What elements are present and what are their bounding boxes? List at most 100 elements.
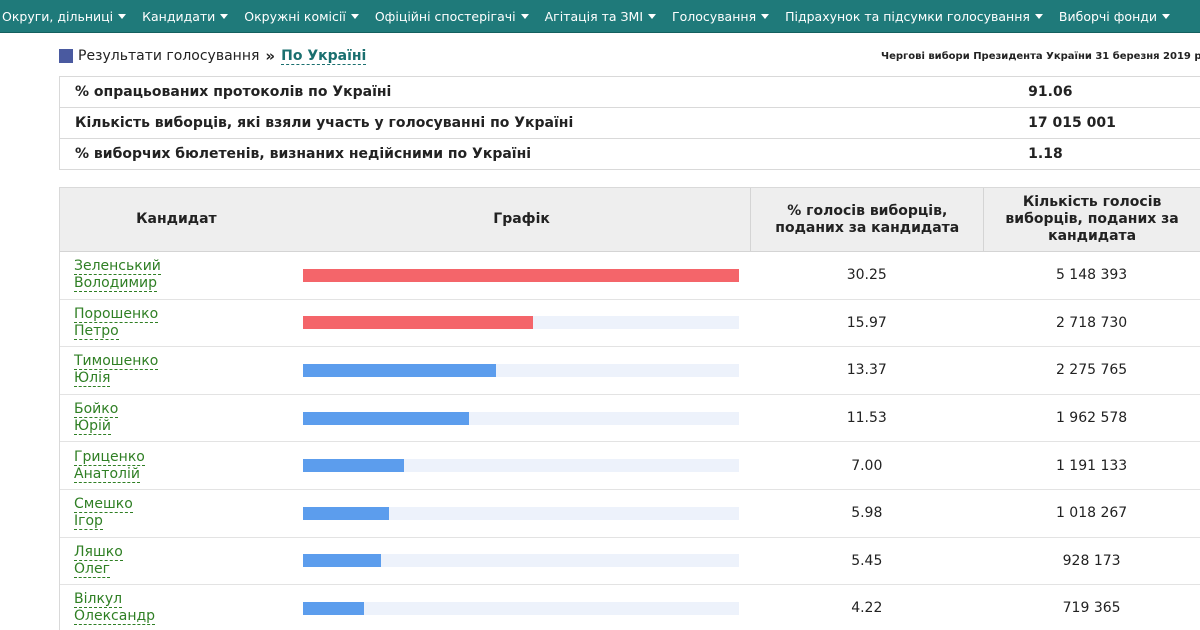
chevron-down-icon	[761, 14, 770, 19]
candidate-surname-link[interactable]: Тимошенко	[74, 353, 159, 371]
graph-cell	[293, 316, 751, 330]
summary-table: % опрацьованих протоколів по Україні 91.…	[59, 76, 1200, 170]
percent-cell: 7.00	[851, 457, 883, 474]
candidate-cell: Гриценко Анатолій	[60, 449, 293, 483]
candidate-surname-link[interactable]: Вілкул	[74, 591, 123, 609]
graph-cell	[293, 459, 751, 473]
breadcrumb: Результати голосування » По Україні	[59, 46, 367, 66]
bar-track	[302, 268, 739, 282]
top-navigation: Округи, дільниці Кандидати Окружні коміс…	[0, 0, 1200, 33]
breadcrumb-results[interactable]: Результати голосування	[78, 48, 260, 64]
candidate-cell: Зеленський Володимир	[60, 258, 293, 293]
nav-item-label: Офіційні спостерігачі	[374, 8, 516, 24]
graph-cell	[293, 411, 751, 425]
summary-value: 17 015 001	[1028, 115, 1116, 131]
breadcrumb-separator: »	[265, 47, 276, 65]
percent-cell: 30.25	[846, 267, 887, 284]
nav-item-districts[interactable]: Округи, дільниці	[0, 0, 134, 32]
nav-item-voting[interactable]: Голосування	[664, 0, 777, 32]
election-title: Черговi вибори Президента України 31 бер…	[881, 51, 1200, 62]
chevron-down-icon	[1162, 14, 1171, 19]
candidate-name-link[interactable]: Ігор	[74, 513, 103, 531]
candidate-cell: Ляшко Олег	[60, 544, 293, 578]
chevron-down-icon	[350, 14, 359, 19]
votes-cell: 2 718 730	[1055, 314, 1128, 331]
candidate-cell: Бойко Юрій	[60, 401, 293, 436]
candidate-name-link[interactable]: Анатолій	[74, 465, 140, 483]
candidate-cell: Порошенко Петро	[60, 306, 293, 340]
result-bar	[302, 316, 533, 330]
votes-cell: 1 962 578	[1055, 410, 1128, 427]
percent-cell: 5.98	[851, 505, 883, 522]
votes-cell: 5 148 393	[1055, 267, 1128, 284]
nav-item-campaigning-media[interactable]: Агітація та ЗМІ	[537, 0, 664, 32]
candidate-surname-link[interactable]: Гриценко	[74, 448, 145, 466]
result-bar	[302, 506, 390, 520]
column-header-votes: Кількість голосів виборців, поданих за к…	[983, 188, 1200, 251]
candidate-name-link[interactable]: Юлія	[74, 370, 111, 388]
votes-cell: 1 018 267	[1055, 505, 1128, 522]
candidate-name-link[interactable]: Олександр	[74, 608, 156, 626]
candidate-name-link[interactable]: Володимир	[74, 275, 158, 293]
graph-cell	[293, 601, 751, 615]
percent-cell: 13.37	[846, 362, 887, 379]
bar-track	[302, 459, 739, 473]
result-bar	[302, 601, 364, 615]
nav-item-election-funds[interactable]: Виборчі фонди	[1051, 0, 1178, 32]
votes-cell: 1 191 133	[1055, 457, 1128, 474]
summary-value: 1.18	[1028, 146, 1063, 162]
chevron-down-icon	[520, 14, 529, 19]
summary-label: Кількість виборців, які взяли участь у г…	[75, 115, 574, 131]
candidate-cell: Смешко Ігор	[60, 496, 293, 531]
summary-row: Кількість виборців, які взяли участь у г…	[59, 108, 1200, 139]
chevron-down-icon	[220, 14, 229, 19]
result-bar	[302, 411, 469, 425]
result-bar	[302, 459, 404, 473]
column-header-percent: % голосів виборців, поданих за кандидата	[750, 188, 983, 251]
percent-cell: 15.97	[846, 314, 887, 331]
summary-label: % виборчих бюлетенів, визнаних недійсним…	[75, 146, 532, 162]
summary-row: % виборчих бюлетенів, визнаних недійсним…	[59, 139, 1200, 170]
result-bar	[302, 363, 496, 377]
summary-row: % опрацьованих протоколів по Україні 91.…	[59, 77, 1200, 108]
candidate-surname-link[interactable]: Зеленський	[74, 258, 161, 276]
graph-cell	[293, 363, 751, 377]
square-bullet-icon	[59, 49, 73, 63]
nav-item-label: Кандидати	[142, 8, 216, 24]
candidate-surname-link[interactable]: Ляшко	[74, 543, 123, 561]
candidate-surname-link[interactable]: Порошенко	[74, 305, 159, 323]
graph-cell	[293, 506, 751, 520]
nav-item-label: Виборчі фонди	[1058, 8, 1158, 24]
result-bar	[302, 268, 739, 282]
nav-item-candidates[interactable]: Кандидати	[134, 0, 236, 32]
candidate-name-link[interactable]: Юрій	[74, 418, 111, 436]
graph-cell	[293, 268, 751, 282]
candidate-surname-link[interactable]: Смешко	[74, 496, 133, 514]
votes-cell: 928 173	[1062, 552, 1121, 569]
summary-value: 91.06	[1028, 84, 1073, 100]
percent-cell: 5.45	[851, 552, 883, 569]
chevron-down-icon	[118, 14, 127, 19]
candidate-surname-link[interactable]: Бойко	[74, 401, 119, 419]
table-row: Ляшко Олег 5.45 928 173	[60, 538, 1200, 586]
votes-cell: 2 275 765	[1055, 362, 1128, 379]
result-bar	[302, 554, 382, 568]
nav-item-district-commissions[interactable]: Окружні комісії	[236, 0, 367, 32]
table-row: Порошенко Петро 15.97 2 718 730	[60, 300, 1200, 348]
percent-cell: 4.22	[851, 600, 883, 617]
candidate-name-link[interactable]: Олег	[74, 560, 110, 578]
bar-track	[302, 411, 739, 425]
column-header-votes-text: Кількість голосів виборців, поданих за к…	[1005, 194, 1179, 244]
bar-track	[302, 554, 739, 568]
summary-label: % опрацьованих протоколів по Україні	[75, 84, 392, 100]
results-table: Кандидат Графік % голосів виборців, пода…	[59, 187, 1200, 630]
column-header-graph: Графік	[493, 211, 550, 227]
results-header: Кандидат Графік % голосів виборців, пода…	[60, 188, 1200, 252]
breadcrumb-current[interactable]: По Україні	[281, 47, 367, 65]
candidate-name-link[interactable]: Петро	[74, 322, 119, 340]
bar-track	[302, 601, 739, 615]
table-row: Смешко Ігор 5.98 1 018 267	[60, 490, 1200, 538]
column-header-percent-text: % голосів виборців, поданих за кандидата	[775, 202, 960, 236]
nav-item-observers[interactable]: Офіційні спостерігачі	[367, 0, 537, 32]
nav-item-vote-count[interactable]: Підрахунок та підсумки голосування	[777, 0, 1051, 32]
